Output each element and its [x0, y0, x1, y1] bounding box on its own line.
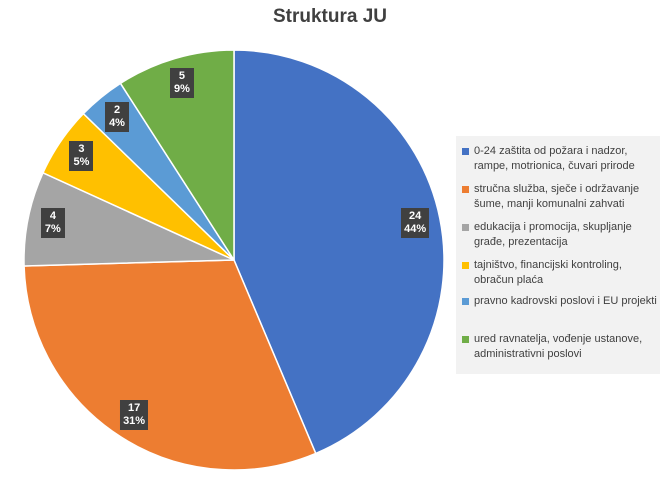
legend-swatch — [462, 186, 469, 193]
legend-label: tajništvo, financijski kontroling, obrač… — [474, 259, 622, 286]
slice-percent: 4% — [109, 116, 125, 129]
slice-percent: 9% — [173, 82, 190, 95]
slice-data-label: 24 44% — [401, 208, 430, 239]
legend-item: pravno kadrovski poslovi i EU projekti — [462, 294, 658, 309]
legend-label: pravno kadrovski poslovi i EU projekti — [474, 295, 657, 307]
pie-slice — [233, 49, 445, 455]
chart-title: Struktura JU — [272, 6, 388, 27]
slice-percent: 31% — [123, 415, 146, 428]
slice-percent: 5% — [73, 155, 90, 168]
slice-data-label: 3 5% — [69, 140, 94, 171]
legend-swatch — [462, 148, 469, 155]
legend-item: edukacija i promocija, skupljanje građe,… — [462, 220, 658, 250]
legend-swatch — [462, 298, 469, 305]
legend-swatch — [462, 336, 469, 343]
legend-label: edukacija i promocija, skupljanje građe,… — [474, 221, 632, 248]
slice-data-label: 2 4% — [105, 101, 130, 132]
slice-value: 3 — [78, 142, 85, 155]
slice-value: 2 — [113, 103, 121, 116]
legend-item: ured ravnatelja, vođenje ustanove, admin… — [462, 332, 658, 362]
legend-item: stručna služba, sječe i održavanje šume,… — [462, 182, 658, 212]
slice-value: 17 — [127, 402, 141, 415]
slice-data-label: 17 31% — [120, 400, 149, 431]
slice-percent: 7% — [44, 223, 61, 236]
legend-label: 0-24 zaštita od požara i nadzor, rampe, … — [474, 145, 635, 172]
legend-swatch — [462, 262, 469, 269]
slice-percent: 44% — [404, 223, 427, 236]
legend-swatch — [462, 224, 469, 231]
legend: 0-24 zaštita od požara i nadzor, rampe, … — [456, 136, 660, 374]
slice-value: 4 — [49, 210, 56, 223]
legend-item: 0-24 zaštita od požara i nadzor, rampe, … — [462, 144, 658, 174]
pie-slice — [119, 49, 235, 263]
slice-data-label: 4 7% — [40, 208, 65, 239]
slice-value: 24 — [408, 210, 422, 223]
slice-value: 5 — [178, 69, 185, 82]
legend-label: stručna služba, sječe i održavanje šume,… — [474, 183, 640, 210]
pie-slice — [23, 259, 317, 471]
legend-label: ured ravnatelja, vođenje ustanove, admin… — [474, 333, 643, 360]
slice-data-label: 5 9% — [169, 67, 194, 98]
legend-item: tajništvo, financijski kontroling, obrač… — [462, 258, 658, 288]
